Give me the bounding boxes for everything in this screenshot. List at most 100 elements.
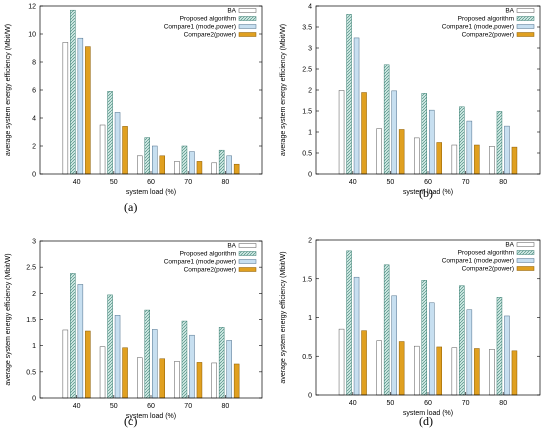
legend-label-proposed: Proposed algorithm bbox=[458, 250, 514, 257]
bar-ba-80 bbox=[211, 162, 217, 175]
legend-swatch-proposed bbox=[516, 16, 535, 21]
y-tick-label: 8 bbox=[32, 60, 36, 67]
legend-swatch-ba bbox=[516, 8, 535, 13]
bar-compare2-60 bbox=[436, 142, 442, 175]
bar-compare2-60 bbox=[159, 155, 165, 175]
y-tick-label: 4 bbox=[308, 4, 312, 11]
panel-letter: (c) bbox=[124, 414, 138, 428]
bar-compare2-50 bbox=[398, 129, 405, 175]
x-tick-label: 80 bbox=[499, 400, 507, 407]
bar-compare2-40 bbox=[85, 330, 91, 399]
bar-compare2-50 bbox=[398, 341, 405, 396]
legend-swatch-compare1 bbox=[516, 258, 535, 263]
bar-compare2-40 bbox=[361, 92, 367, 175]
bar-ba-50 bbox=[376, 340, 382, 396]
y-tick-label: 6 bbox=[32, 88, 36, 95]
y-tick-label: 2 bbox=[308, 88, 312, 95]
bar-compare1-80 bbox=[226, 340, 232, 399]
legend-label-ba: BA bbox=[227, 8, 236, 15]
y-tick-label: 1 bbox=[308, 315, 312, 322]
x-tick-label: 70 bbox=[462, 179, 470, 186]
y-tick-label: 1.5 bbox=[302, 109, 312, 116]
bar-proposed-40 bbox=[346, 14, 352, 175]
bar-ba-60 bbox=[414, 345, 420, 396]
panel-letter: (d) bbox=[419, 414, 433, 428]
bar-compare1-80 bbox=[504, 315, 510, 396]
bar-compare1-40 bbox=[353, 276, 360, 396]
y-tick-label: 10 bbox=[28, 32, 36, 39]
legend-swatch-proposed bbox=[238, 251, 257, 256]
bar-ba-70 bbox=[451, 144, 458, 175]
legend-label-compare2: Compare2(power) bbox=[184, 267, 236, 274]
legend-swatch-compare1 bbox=[516, 24, 535, 29]
bar-ba-80 bbox=[211, 362, 217, 399]
bar-ba-80 bbox=[489, 349, 495, 396]
legend-swatch-compare2 bbox=[238, 267, 257, 272]
y-tick-label: 0 bbox=[32, 172, 36, 179]
legend-swatch-compare2 bbox=[516, 32, 535, 37]
bar-compare2-80 bbox=[233, 363, 240, 399]
y-tick-label: 0 bbox=[32, 396, 36, 403]
bar-proposed-40 bbox=[70, 273, 76, 399]
y-tick-label: 0.5 bbox=[302, 354, 312, 361]
plot-frame bbox=[39, 240, 263, 399]
bar-compare2-40 bbox=[85, 46, 91, 175]
legend-label-ba: BA bbox=[505, 8, 514, 15]
bar-compare1-60 bbox=[152, 329, 158, 399]
legend-label-ba: BA bbox=[505, 242, 514, 249]
chart-svg: 0 0.5 1 1.5 2 2.5 3 40 50 60 70 80 system load (%) av… bbox=[5, 239, 263, 420]
legend-swatch-ba bbox=[238, 243, 257, 248]
bar-compare1-60 bbox=[429, 109, 435, 175]
bar-compare2-60 bbox=[159, 358, 165, 399]
panel-letter: (a) bbox=[124, 200, 138, 214]
bar-compare1-70 bbox=[466, 120, 473, 175]
x-tick-label: 40 bbox=[349, 400, 357, 407]
chart-svg: 0 0.5 1 1.5 2 2.5 3 3.5 4 40 50 60 70 80 system load (… bbox=[280, 4, 541, 196]
y-tick-label: 0.5 bbox=[302, 151, 312, 158]
x-tick-label: 60 bbox=[147, 403, 155, 410]
y-tick-label: 2.5 bbox=[26, 265, 36, 272]
plot-frame bbox=[39, 5, 263, 175]
legend-label-compare1: Compare1 (mode,power) bbox=[164, 259, 236, 266]
bar-ba-40 bbox=[338, 328, 345, 396]
bar-compare2-70 bbox=[196, 161, 203, 175]
bar-compare1-40 bbox=[77, 37, 84, 175]
bar-compare2-70 bbox=[474, 348, 480, 396]
bar-compare2-50 bbox=[122, 347, 128, 399]
bar-compare2-80 bbox=[511, 146, 518, 175]
bar-compare2-80 bbox=[511, 350, 518, 396]
y-tick-label: 3 bbox=[32, 239, 36, 246]
bar-proposed-60 bbox=[421, 93, 427, 175]
bar-compare1-70 bbox=[189, 334, 195, 399]
bar-proposed-40 bbox=[70, 9, 76, 175]
bar-compare1-50 bbox=[114, 112, 121, 175]
bar-ba-40 bbox=[62, 329, 69, 399]
y-tick-label: 2 bbox=[32, 144, 36, 151]
y-tick-label: 1.5 bbox=[26, 317, 36, 324]
y-tick-label: 4 bbox=[32, 116, 36, 123]
bar-proposed-60 bbox=[421, 280, 427, 396]
bar-ba-60 bbox=[414, 137, 420, 175]
bar-compare1-40 bbox=[353, 37, 360, 175]
x-tick-label: 50 bbox=[110, 179, 118, 186]
x-tick-label: 80 bbox=[499, 179, 507, 186]
bar-ba-60 bbox=[137, 357, 143, 399]
chart-svg: 0 2 4 6 8 10 12 40 50 60 70 80 system load (%) averag… bbox=[5, 4, 263, 196]
bar-compare2-70 bbox=[196, 362, 203, 399]
y-tick-label: 0 bbox=[308, 393, 312, 400]
x-tick-label: 60 bbox=[424, 400, 432, 407]
bar-proposed-70 bbox=[181, 145, 188, 175]
y-tick-label: 3.5 bbox=[302, 25, 312, 32]
y-tick-label: 1.5 bbox=[302, 276, 312, 283]
bar-ba-80 bbox=[489, 146, 495, 175]
bar-ba-70 bbox=[451, 347, 458, 396]
plot-frame bbox=[315, 5, 541, 175]
bar-compare1-70 bbox=[466, 309, 473, 396]
bar-proposed-80 bbox=[496, 111, 503, 175]
x-tick-label: 70 bbox=[462, 400, 470, 407]
chart-panel: 0 0.5 1 1.5 2 40 50 60 70 80 system load (%) averag… bbox=[275, 223, 550, 446]
x-axis-label: system load (%) bbox=[126, 413, 176, 420]
bar-compare1-60 bbox=[152, 145, 158, 175]
legend-swatch-compare2 bbox=[516, 266, 535, 271]
x-tick-label: 60 bbox=[147, 179, 155, 186]
